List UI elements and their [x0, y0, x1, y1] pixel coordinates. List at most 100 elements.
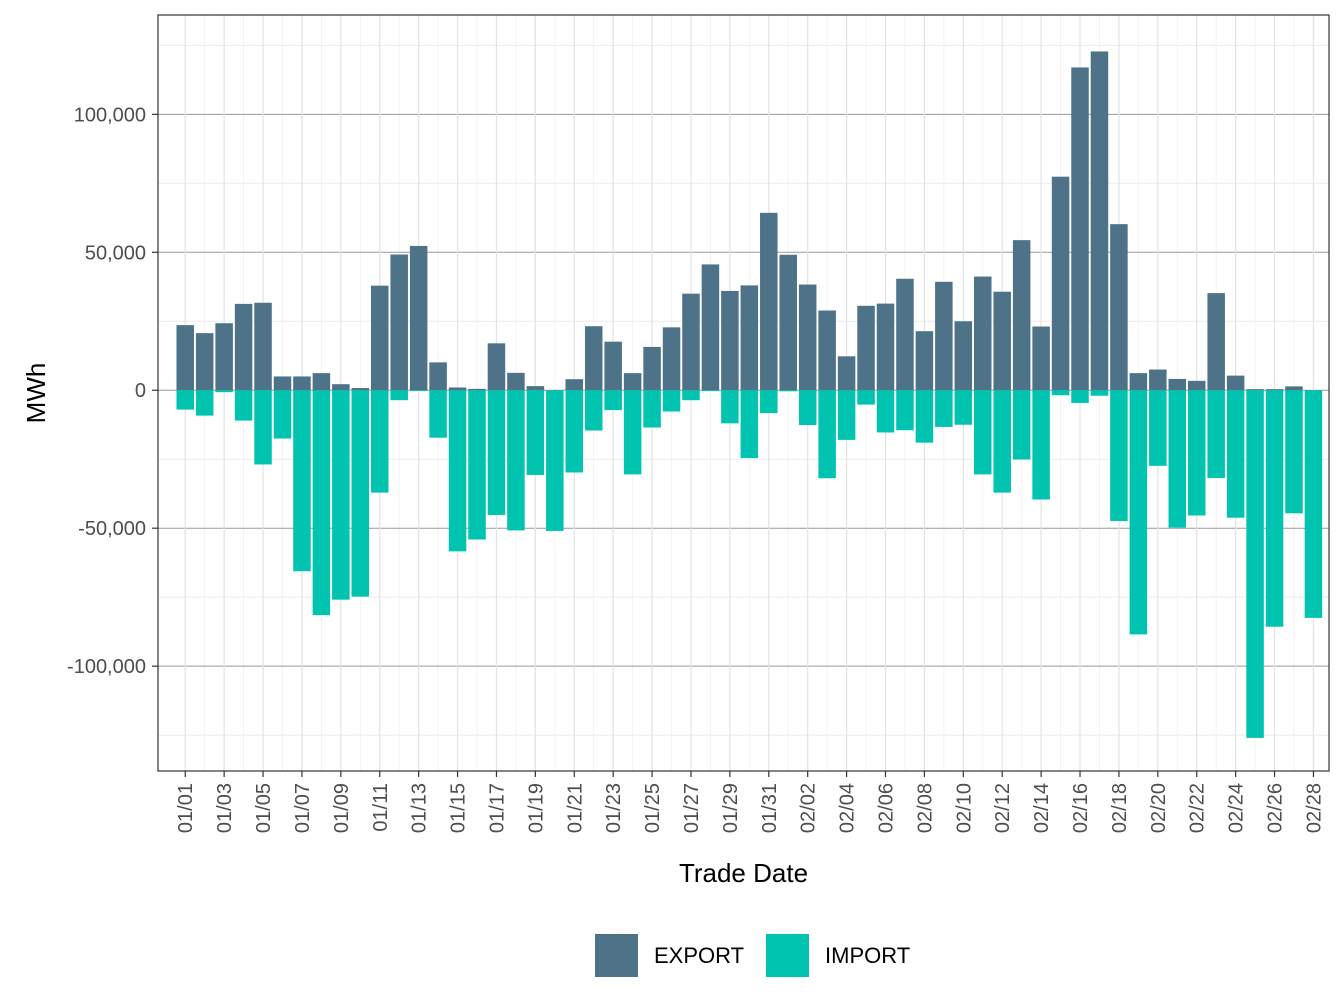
import-bar	[487, 390, 506, 515]
export-bar	[1110, 224, 1128, 391]
x-tick-label: 02/10	[953, 783, 975, 833]
import-bar	[896, 390, 914, 431]
import-bar	[584, 390, 603, 431]
x-tick-label: 02/14	[1031, 783, 1053, 833]
export-bar	[915, 331, 934, 391]
x-tick-label: 02/08	[914, 783, 936, 833]
import-bar	[1226, 390, 1245, 518]
x-tick-label: 01/23	[603, 783, 625, 833]
import-bar	[974, 390, 992, 475]
import-legend-label: IMPORT	[825, 943, 910, 968]
import-bar	[604, 390, 622, 411]
import-bar	[234, 390, 253, 421]
x-tick-label: 01/15	[448, 783, 470, 833]
export-bar	[584, 326, 603, 391]
export-bar	[798, 284, 817, 391]
y-tick-label: -50,000	[78, 518, 146, 540]
x-tick-label: 01/13	[409, 783, 431, 833]
x-tick-label: 01/25	[642, 783, 664, 833]
export-bar	[1207, 293, 1225, 391]
export-bar	[390, 254, 408, 391]
export-bar	[507, 372, 525, 391]
x-tick-label: 02/12	[992, 783, 1014, 833]
x-axis: 01/01 01/03 01/05 01/07 01/09 01/11 01/13 01/15…	[175, 771, 1325, 833]
x-tick-label: 01/07	[292, 783, 314, 833]
export-bar	[351, 388, 370, 391]
export-bar	[234, 303, 253, 391]
x-tick-label: 01/05	[253, 783, 275, 833]
import-bar	[195, 390, 214, 416]
export-bar	[623, 373, 642, 391]
export-bar	[662, 327, 681, 391]
x-tick-label: 02/04	[837, 783, 859, 833]
import-bar	[215, 390, 233, 393]
x-tick-label: 01/29	[720, 783, 742, 833]
import-bar	[351, 390, 370, 597]
x-tick-label: 01/17	[486, 783, 508, 833]
import-bar	[1246, 390, 1264, 738]
export-bar	[1032, 326, 1050, 391]
import-bar	[623, 390, 642, 475]
export-bar	[1149, 369, 1167, 391]
export-bar	[682, 293, 700, 391]
export-bar	[448, 387, 467, 391]
x-tick-label: 02/22	[1187, 783, 1209, 833]
import-bar	[273, 390, 292, 439]
import-bar	[1110, 390, 1128, 522]
export-bar	[409, 245, 428, 391]
export-bar	[954, 321, 973, 391]
export-bar	[215, 323, 233, 391]
export-bar	[779, 254, 797, 391]
x-tick-label: 01/03	[214, 783, 236, 833]
import-bar	[721, 390, 739, 424]
export-bar	[837, 356, 856, 391]
import-bar	[526, 390, 545, 475]
export-bar	[526, 386, 545, 391]
import-bar	[1051, 390, 1070, 396]
plot-border	[157, 14, 1330, 772]
x-tick-label: 01/09	[331, 783, 353, 833]
y-axis-title: MWh	[21, 363, 51, 424]
x-tick-label: 02/24	[1226, 783, 1248, 833]
import-bar	[1012, 390, 1031, 460]
import-bar	[857, 390, 875, 405]
export-bar	[1246, 389, 1264, 391]
export-bar	[1265, 389, 1284, 391]
x-tick-label: 01/01	[175, 783, 197, 833]
import-bar	[993, 390, 1011, 493]
x-tick-label: 01/31	[759, 783, 781, 833]
y-axis: 100,000 50,000 0 -50,000 -100,000	[67, 104, 158, 678]
legend: EXPORT IMPORT	[595, 934, 910, 977]
x-tick-label: 01/21	[564, 783, 586, 833]
export-bar	[818, 310, 836, 391]
import-bar	[254, 390, 272, 465]
import-bar	[1285, 390, 1303, 514]
import-bar	[1032, 390, 1050, 500]
x-tick-label: 01/27	[681, 783, 703, 833]
import-bar	[448, 390, 467, 552]
import-bar	[1129, 390, 1148, 635]
export-bar	[721, 290, 739, 391]
export-bar	[254, 302, 272, 391]
import-bar	[1207, 390, 1225, 478]
import-legend-key	[766, 934, 809, 977]
import-bar	[1187, 390, 1206, 516]
export-bar	[1129, 373, 1148, 391]
export-bar	[857, 305, 875, 391]
export-legend-key	[595, 934, 638, 977]
export-bar	[1012, 240, 1031, 391]
export-bar	[273, 376, 292, 391]
export-bar	[1168, 378, 1187, 391]
import-bar	[1149, 390, 1167, 466]
y-tick-label: 100,000	[74, 104, 146, 126]
import-bar	[1304, 390, 1323, 618]
y-tick-label: 50,000	[85, 242, 146, 264]
import-bar	[837, 390, 856, 440]
export-bar	[876, 303, 895, 391]
export-bar	[760, 212, 778, 391]
import-bar	[1168, 390, 1187, 528]
import-bar	[915, 390, 934, 443]
x-tick-label: 02/28	[1303, 783, 1325, 833]
import-bar	[546, 390, 564, 531]
